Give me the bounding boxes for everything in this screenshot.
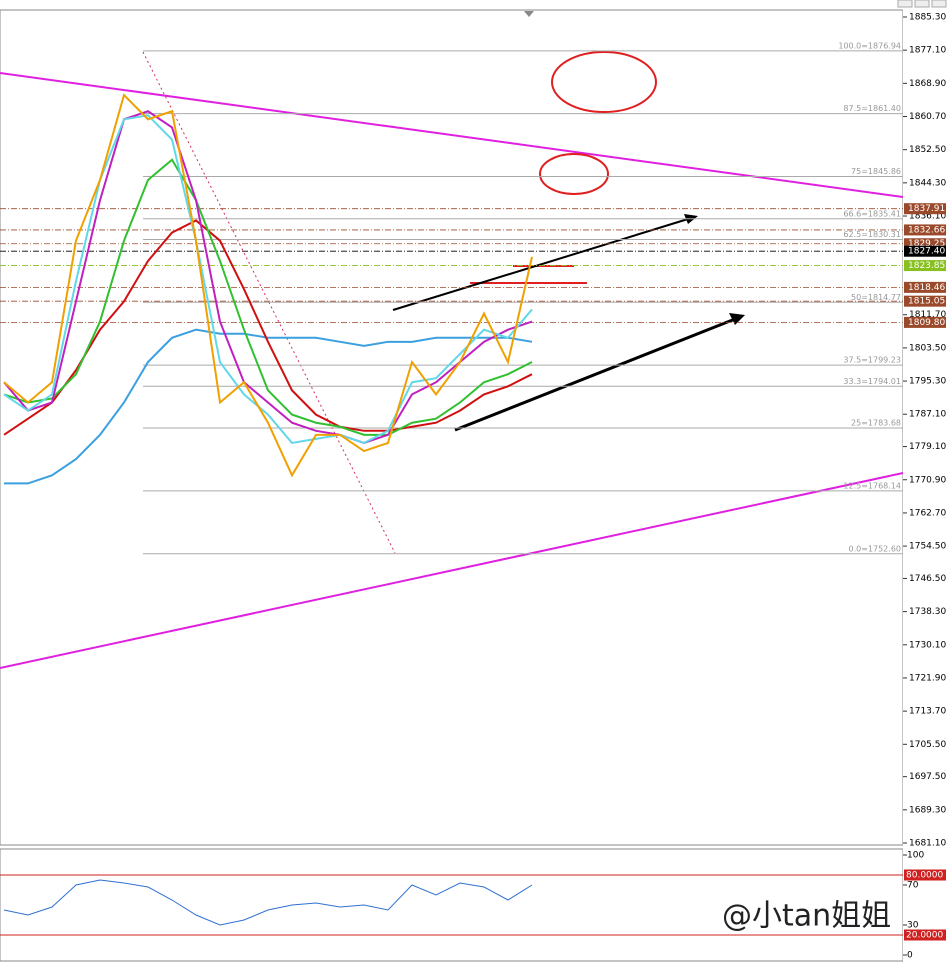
series-line	[3, 158, 533, 436]
y-tick-label: 1868.90	[909, 79, 946, 89]
y-tick-label: 1860.70	[909, 112, 946, 122]
indicator-tick-label: 100	[907, 851, 924, 861]
indicator-tick-label: 0	[907, 951, 913, 961]
y-tick-label: 1877.10	[909, 46, 946, 56]
trendline	[0, 472, 904, 669]
fib-label: 25=1783.68	[851, 419, 901, 428]
y-tick-label: 1705.50	[909, 740, 946, 750]
y-tick-label: 1803.50	[909, 343, 946, 353]
shift-marker	[524, 11, 534, 17]
ellipse	[539, 153, 609, 195]
drawings	[0, 50, 904, 669]
y-tick-label: 1836.10	[909, 212, 946, 222]
price-tag	[904, 224, 946, 236]
y-tick-label: 1787.10	[909, 410, 946, 420]
fib-label: 62.5=1830.31	[843, 230, 901, 239]
fib-label: 100.0=1876.94	[838, 41, 901, 50]
button[interactable]	[931, 0, 947, 8]
fib-label: 33.3=1794.01	[843, 377, 901, 386]
y-tick-label: 1721.90	[909, 673, 946, 683]
button[interactable]	[914, 0, 930, 8]
y-tick-label: 1689.30	[909, 805, 946, 815]
y-tick-label: 1885.30	[909, 13, 946, 23]
y-tick-label: 1697.50	[909, 772, 946, 782]
fib-label: 87.5=1861.40	[843, 104, 901, 113]
y-tick-label: 1779.10	[909, 442, 946, 452]
series-line	[3, 110, 533, 444]
indicator-level-label: 20.0000	[906, 931, 943, 941]
y-tick-label: 1852.50	[909, 145, 946, 155]
indicator-frame	[0, 848, 904, 962]
price-tag	[904, 245, 946, 257]
watermark: @小tan姐姐	[722, 899, 891, 934]
price-tag	[904, 295, 946, 307]
price-tag-label: 1827.40	[908, 247, 945, 257]
series-line	[4, 328, 533, 485]
fib-label: 50=1814.77	[851, 293, 901, 302]
y-tick-label: 1811.70	[909, 310, 946, 320]
indicator-level-label: 80.0000	[906, 871, 943, 881]
y-tick-label: 1738.30	[909, 607, 946, 617]
main-frame	[0, 9, 904, 846]
axis-area	[903, 0, 951, 968]
fib-label: 66.6=1835.41	[843, 209, 901, 218]
y-tick-label: 1713.70	[909, 707, 946, 717]
price-tag	[904, 238, 946, 250]
button[interactable]	[897, 0, 913, 8]
y-tick-label: 1844.30	[909, 178, 946, 188]
series-line	[3, 114, 533, 445]
y-tick-label: 1770.90	[909, 475, 946, 485]
indicator-level-tag	[904, 929, 946, 941]
fib-label: 37.5=1799.23	[843, 356, 901, 365]
indicator-tick-label: 30	[907, 921, 919, 931]
y-tick-label: 1681.10	[909, 839, 946, 849]
y-tick-label: 1730.10	[909, 640, 946, 650]
series-line	[3, 219, 533, 436]
indicator-tick-label: 70	[907, 881, 919, 891]
price-tag-label: 1809.80	[908, 318, 945, 328]
price-tag-label: 1818.46	[908, 283, 945, 293]
price-tag	[904, 260, 946, 272]
indicator-line	[3, 879, 533, 926]
y-tick-label: 1795.30	[909, 377, 946, 387]
indicator-level-tag	[904, 869, 946, 881]
price-tag-label: 1832.66	[908, 225, 945, 235]
price-tag-label: 1837.91	[908, 204, 945, 214]
ellipse	[551, 51, 657, 113]
fib-label: 75=1845.86	[851, 167, 901, 176]
y-tick-label: 1746.50	[909, 574, 946, 584]
price-tag	[904, 281, 946, 293]
price-tag	[904, 316, 946, 328]
series-line	[3, 93, 533, 478]
arrow	[392, 218, 689, 311]
fib-label: 12.5=1768.14	[843, 481, 901, 490]
price-tag-label: 1815.05	[908, 297, 945, 307]
y-tick-label: 1762.70	[909, 508, 946, 518]
arrow	[454, 317, 736, 432]
price-tag	[904, 203, 946, 215]
price-tag-label: 1829.25	[908, 239, 945, 249]
price-tag-label: 1823.85	[908, 261, 945, 271]
y-tick-label: 1754.50	[909, 542, 946, 552]
fib-label: 0.0=1752.60	[848, 544, 901, 553]
arrow-head	[729, 313, 745, 325]
